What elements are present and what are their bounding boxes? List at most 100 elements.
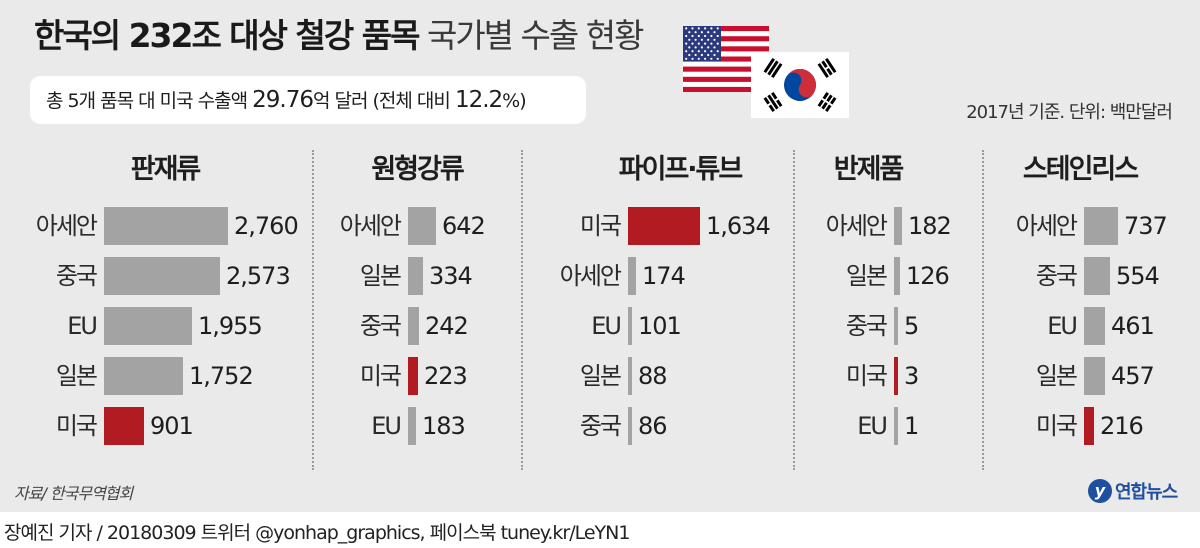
value-label: 3 (904, 362, 919, 390)
logo-text: 연합뉴스 (1115, 482, 1178, 503)
bar (1084, 357, 1105, 395)
category-label: 일본 (1035, 362, 1078, 390)
category-label: 미국 (1035, 412, 1078, 440)
value-label: 457 (1111, 362, 1155, 390)
value-label: 174 (642, 262, 686, 290)
bar (628, 207, 700, 245)
panel-title: 파이프·튜브 (618, 154, 743, 185)
value-label: 737 (1124, 212, 1168, 240)
category-label: 아세안 (825, 212, 888, 240)
yonhap-logo: y 연합뉴스 (1088, 476, 1178, 506)
bar (104, 207, 228, 245)
korea-flag-icon (751, 52, 849, 118)
bar (628, 307, 632, 345)
category-label: EU (1047, 312, 1078, 340)
category-label: 미국 (55, 412, 98, 440)
value-label: 88 (638, 362, 668, 390)
category-label: 일본 (579, 362, 622, 390)
value-label: 1 (904, 412, 919, 440)
category-label: 미국 (845, 362, 888, 390)
value-label: 126 (906, 262, 950, 290)
infographic-card: 한국의 232조 대상 철강 품목 국가별 수출 현황 총 5개 품목 대 미국… (0, 0, 1200, 512)
title-bold: 한국의 232조 대상 철강 품목 (34, 16, 420, 55)
category-label: 아세안 (35, 212, 98, 240)
bar (894, 207, 902, 245)
summary-share: 12.2 (454, 87, 503, 113)
value-label: 901 (150, 412, 194, 440)
category-label: 미국 (359, 362, 402, 390)
logo-mark-icon: y (1088, 479, 1112, 503)
bar (104, 307, 192, 345)
value-label: 1,955 (198, 312, 263, 340)
value-label: 101 (638, 312, 682, 340)
value-label: 242 (425, 312, 469, 340)
category-label: EU (857, 412, 888, 440)
bar (1084, 257, 1110, 295)
category-label: 아세안 (339, 212, 402, 240)
category-label: 일본 (359, 262, 402, 290)
value-label: 2,760 (234, 212, 299, 240)
panel-title: 원형강류 (371, 154, 464, 185)
page-title: 한국의 232조 대상 철강 품목 국가별 수출 현황 (34, 14, 644, 58)
value-label: 461 (1111, 312, 1155, 340)
bar (104, 257, 220, 295)
category-label: 아세안 (559, 262, 622, 290)
panel-divider (521, 150, 523, 470)
panel-divider (312, 150, 314, 470)
bar (1084, 307, 1105, 345)
panel-title: 반제품 (833, 154, 905, 185)
byline-credit: 장예진 기자 / 20180309 트위터 @yonhap_graphics, … (4, 522, 630, 544)
bar (628, 357, 632, 395)
bar (104, 407, 144, 445)
summary-middle: 억 달러 (전체 대비 (313, 90, 455, 112)
category-label: EU (67, 312, 98, 340)
summary-prefix: 총 5개 품목 대 미국 수출액 (46, 90, 253, 112)
value-label: 1,752 (189, 362, 254, 390)
value-label: 183 (422, 412, 466, 440)
bar (894, 307, 898, 345)
category-label: 일본 (55, 362, 98, 390)
bar (1084, 207, 1118, 245)
category-label: 아세안 (1015, 212, 1078, 240)
bar (894, 357, 898, 395)
value-label: 5 (904, 312, 919, 340)
panel-title: 스테인리스 (1022, 154, 1139, 185)
category-label: 중국 (579, 412, 622, 440)
bar (894, 407, 898, 445)
bar (408, 207, 436, 245)
category-label: 중국 (359, 312, 402, 340)
value-label: 642 (442, 212, 486, 240)
summary-amount: 29.76 (252, 87, 314, 113)
bar (104, 357, 183, 395)
value-label: 1,634 (706, 212, 771, 240)
value-label: 554 (1116, 262, 1160, 290)
bar (408, 357, 418, 395)
bar (1084, 407, 1094, 445)
panel-divider (793, 150, 795, 470)
category-label: EU (371, 412, 402, 440)
bar (628, 257, 636, 295)
bar (894, 257, 900, 295)
category-label: 중국 (1035, 262, 1078, 290)
value-label: 86 (638, 412, 668, 440)
value-label: 334 (429, 262, 473, 290)
category-label: 중국 (55, 262, 98, 290)
value-label: 182 (908, 212, 952, 240)
bar (628, 407, 632, 445)
summary-suffix: %) (502, 90, 526, 112)
bar (408, 257, 423, 295)
bar (408, 407, 416, 445)
unit-basis-note: 2017년 기준. 단위: 백만달러 (966, 102, 1173, 123)
category-label: 미국 (579, 212, 622, 240)
value-label: 223 (424, 362, 468, 390)
source-note: 자료/ 한국무역협회 (14, 484, 133, 503)
value-label: 2,573 (226, 262, 291, 290)
category-label: EU (591, 312, 622, 340)
panel-divider (982, 150, 984, 470)
category-label: 중국 (845, 312, 888, 340)
bar (408, 307, 419, 345)
title-light: 국가별 수출 현황 (426, 16, 644, 55)
value-label: 216 (1100, 412, 1144, 440)
summary-box: 총 5개 품목 대 미국 수출액 29.76억 달러 (전체 대비 12.2%) (30, 76, 586, 124)
panel-title: 판재류 (130, 154, 202, 185)
